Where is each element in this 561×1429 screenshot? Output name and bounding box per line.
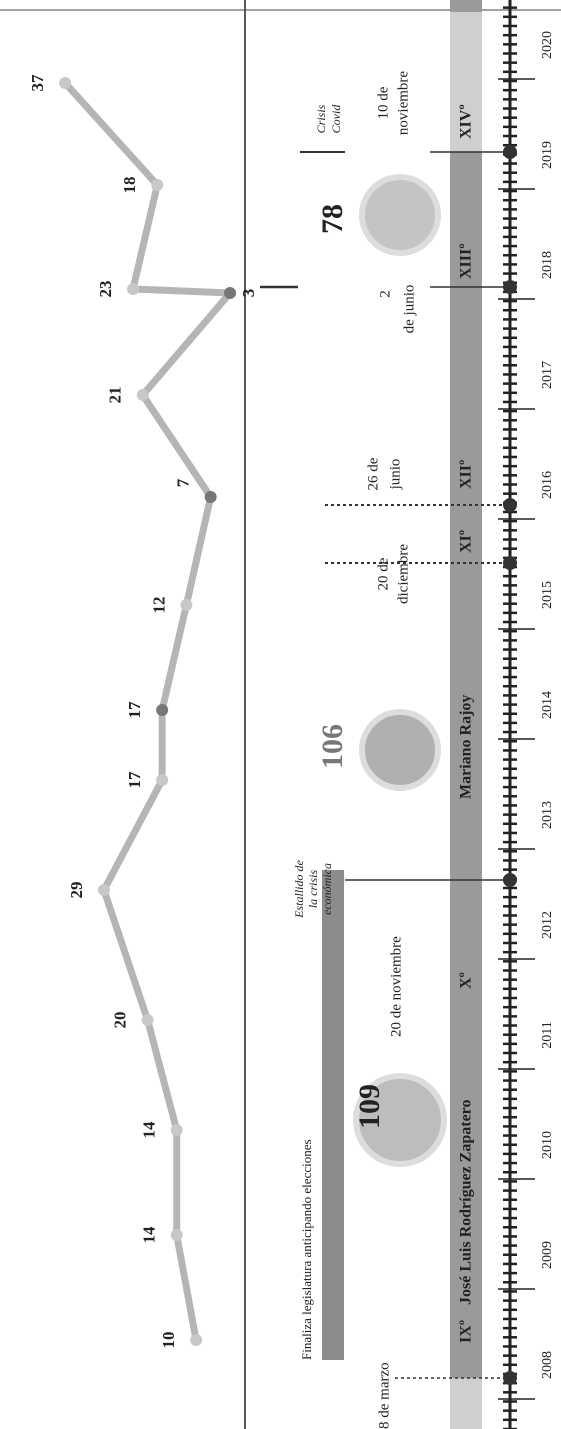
point <box>204 491 217 503</box>
year-label: 2019 <box>540 141 555 169</box>
point <box>59 77 72 89</box>
data-label: 3 <box>239 289 258 298</box>
line-chart: 10 14 14 20 29 17 17 12 7 21 3 23 18 37 <box>28 74 258 1349</box>
event-dot <box>503 145 517 159</box>
data-label: 14 <box>140 1121 159 1139</box>
data-label: 21 <box>106 387 125 404</box>
legislature-band-light <box>450 12 482 152</box>
year-labels: 2008 2009 2010 2011 2012 2013 2014 2015 2016 2017… <box>498 31 555 1400</box>
annotation: 20 de <box>375 557 391 590</box>
seats: 78 <box>316 204 349 234</box>
legislature: XIIIº <box>458 243 475 279</box>
data-label: 17 <box>125 771 144 789</box>
event-dot <box>503 498 517 512</box>
data-label: 10 <box>159 1332 178 1349</box>
event-dot <box>503 556 517 570</box>
annotation: diciembre <box>395 544 411 604</box>
leader-name: Mariano Rajoy <box>458 695 475 799</box>
line <box>62 80 234 1341</box>
event-dot <box>503 280 517 294</box>
annotation: 8 de marzo <box>376 1362 392 1429</box>
point <box>170 1229 183 1241</box>
data-label: 12 <box>149 597 168 614</box>
legislature: IXº <box>458 1320 475 1343</box>
data-label: 14 <box>140 1226 159 1244</box>
year-label: 2009 <box>540 1241 555 1269</box>
leader-photo <box>359 709 441 791</box>
year-label: 2018 <box>540 251 555 279</box>
annotation: la crisis <box>306 870 320 909</box>
annotation: 26 de <box>365 457 381 490</box>
point <box>170 1124 183 1136</box>
point <box>97 884 110 896</box>
event-dots <box>503 145 517 1385</box>
point <box>190 1334 203 1346</box>
annotation: junio <box>387 459 403 491</box>
point <box>136 389 149 401</box>
data-label: 7 <box>174 478 193 487</box>
year-label: 2008 <box>540 1351 555 1379</box>
annotation: Covid <box>329 104 343 134</box>
annotation: 20 de noviembre <box>388 936 404 1037</box>
annotation: Estallido de <box>292 860 306 919</box>
legislature: Xº <box>458 972 475 989</box>
event-dot <box>503 1371 517 1385</box>
event-dot <box>503 873 517 887</box>
year-label: 2013 <box>540 801 555 829</box>
point <box>141 1014 154 1026</box>
seats: 109 <box>353 1084 386 1129</box>
annotation: Finaliza legislatura anticipando eleccio… <box>299 1139 314 1360</box>
annotation: de junio <box>401 285 417 334</box>
legislature: XIº <box>458 530 475 553</box>
point <box>151 179 164 191</box>
legislature-band <box>450 0 482 1429</box>
year-label: 2016 <box>540 471 555 499</box>
year-label: 2014 <box>540 691 555 719</box>
legislature: XIVº <box>458 104 475 139</box>
annotation: Crisis <box>314 104 328 133</box>
data-label: 23 <box>96 281 115 298</box>
point <box>156 704 169 716</box>
year-label: 2010 <box>540 1131 555 1159</box>
point <box>224 287 237 299</box>
year-label: 2020 <box>540 31 555 59</box>
data-label: 17 <box>125 701 144 719</box>
annotation: 10 de <box>375 86 391 119</box>
seats: 106 <box>316 724 349 769</box>
data-label: 18 <box>120 177 139 194</box>
annotation: 2 <box>377 290 393 298</box>
point <box>180 599 193 611</box>
leader-photo <box>359 174 441 256</box>
legislature-band-light <box>450 1378 482 1429</box>
data-label: 37 <box>28 74 47 92</box>
point <box>156 774 169 786</box>
data-label: 20 <box>111 1012 130 1029</box>
legislature-bracket <box>322 870 344 1360</box>
year-label: 2011 <box>540 1021 555 1048</box>
annotation: noviembre <box>395 71 411 135</box>
legislature: XIIº <box>458 460 475 489</box>
data-label: 29 <box>67 882 86 899</box>
leader-photo <box>353 1073 447 1167</box>
year-label: 2012 <box>540 911 555 939</box>
year-label: 2015 <box>540 581 555 609</box>
point <box>127 283 140 295</box>
leader-name: José Luis Rodríguez Zapatero <box>458 1100 475 1305</box>
annotation: económica <box>320 863 334 915</box>
year-label: 2017 <box>540 361 555 389</box>
